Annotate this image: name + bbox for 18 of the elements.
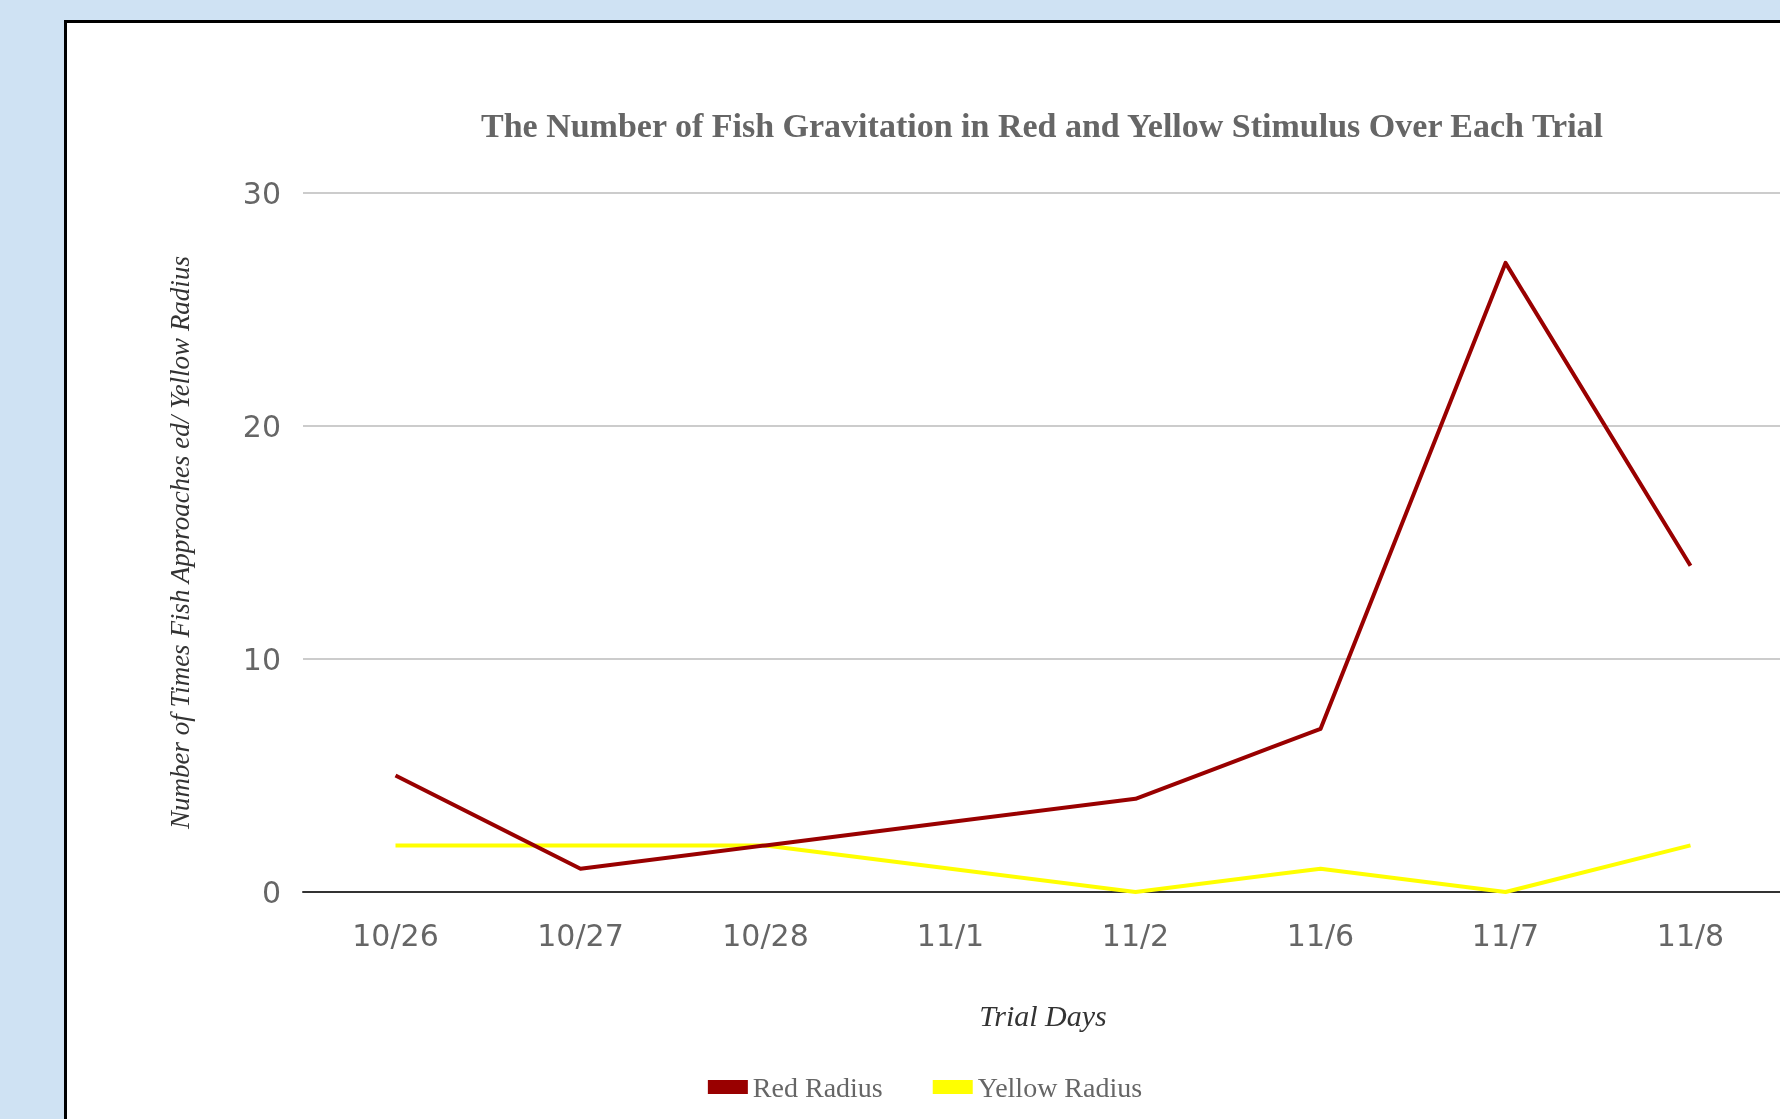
legend-label: Red Radius — [752, 1071, 883, 1103]
x-axis-title: Trial Days — [979, 998, 1107, 1032]
x-tick-label: 10/27 — [537, 917, 624, 953]
y-tick-label: 30 — [242, 175, 281, 211]
chart-title: The Number of Fish Gravitation in Red and Yellow Stimulus Over Each Trial — [480, 106, 1604, 144]
x-tick-label: 11/7 — [1471, 917, 1540, 953]
y-axis-title: Number of Times Fish Approaches ed/ Yellow Radius — [164, 256, 195, 830]
x-tick-label: 11/6 — [1286, 917, 1355, 953]
legend-label: Yellow Radius — [977, 1071, 1143, 1103]
x-tick-label: 10/26 — [352, 917, 439, 953]
x-tick-label: 11/1 — [916, 917, 985, 953]
line-series — [393, 260, 1693, 871]
x-tick-label: 10/28 — [722, 917, 809, 953]
y-tick-label: 0 — [261, 874, 281, 910]
y-tick-label: 20 — [242, 408, 281, 444]
y-tick-label: 10 — [242, 641, 281, 677]
x-tick-label: 11/2 — [1101, 917, 1170, 953]
x-tick-label: 11/8 — [1656, 917, 1725, 953]
